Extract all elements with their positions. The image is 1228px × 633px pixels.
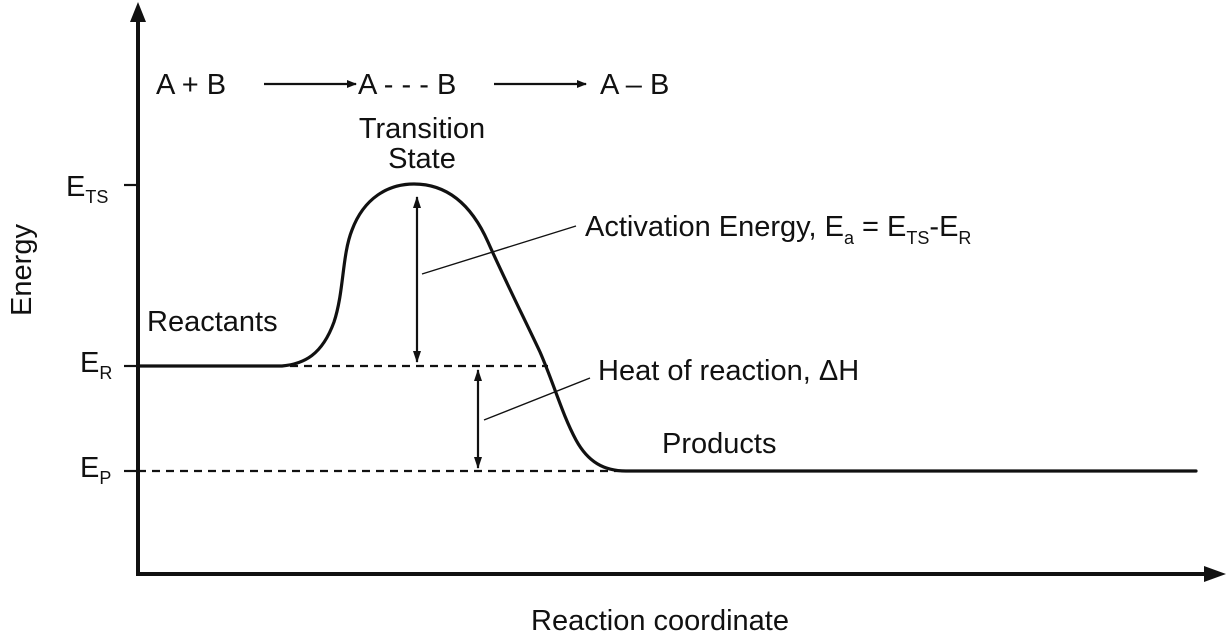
- energy-curve: [136, 182, 1198, 473]
- reactants-label: Reactants: [147, 306, 278, 338]
- ep-label: EP: [80, 452, 111, 488]
- ets-label: ETS: [66, 171, 108, 207]
- reaction-reactants: A + B: [156, 69, 226, 101]
- heat-of-reaction-label: Heat of reaction, ΔH: [598, 355, 859, 387]
- x-axis-arrowhead: [1204, 566, 1226, 582]
- y-axis-label: Energy: [6, 224, 38, 316]
- transition-state-label-line1: Transition: [359, 113, 485, 145]
- transition-state-label-line2: State: [388, 143, 456, 175]
- activation-energy-label: Activation Energy, Ea = ETS-ER: [585, 211, 971, 248]
- heat-of-reaction-leader: [483, 377, 591, 421]
- x-axis-label: Reaction coordinate: [531, 605, 789, 633]
- y-axis-arrowhead: [130, 2, 146, 22]
- products-label: Products: [662, 428, 776, 460]
- er-label: ER: [80, 347, 112, 383]
- activation-energy-leader: [421, 225, 577, 275]
- reaction-intermediate: A - - - B: [358, 69, 456, 101]
- reaction-product: A – B: [600, 69, 669, 101]
